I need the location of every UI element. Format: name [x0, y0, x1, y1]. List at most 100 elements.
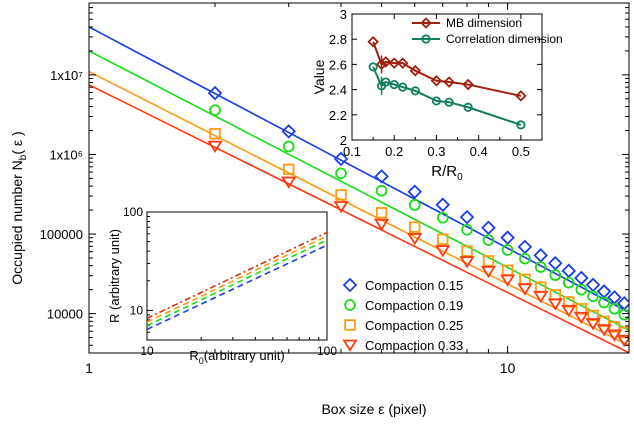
y-axis-label: Occupied number Nb( ε )	[9, 131, 29, 284]
data-point-s3-5	[409, 221, 421, 233]
main-plot-area	[89, 26, 629, 353]
legend-label-4: Compaction 0.33	[365, 338, 463, 353]
data-point-s4-14	[573, 311, 589, 325]
data-point-s2-16	[598, 296, 610, 309]
data-point-s2-14	[575, 283, 588, 296]
data-point-s1-8	[481, 220, 496, 236]
data-point-s1-7	[459, 209, 475, 225]
main-legend: Compaction 0.15 Compaction 0.19 Compaction…	[342, 277, 463, 353]
inset-tr-point-s2-4	[389, 79, 399, 90]
inset-tr-legend-label-2: Correlation dimension	[446, 32, 563, 46]
inset-tr-frame	[351, 13, 543, 141]
data-point-s1-3	[333, 151, 349, 167]
x-tick-label: 10	[500, 360, 516, 376]
data-point-s1-4	[374, 169, 389, 184]
data-point-s3-7	[461, 245, 473, 257]
x-axis-label: Box size ε (pixel)	[321, 401, 426, 417]
inset-tr-y-tick-label: 2.4	[329, 83, 347, 98]
inset-tr-point-s2-9	[463, 102, 473, 112]
legend-marker-3	[344, 319, 356, 331]
inset-bl-line-3	[147, 235, 327, 323]
inset-bl-x-tick-label: 10	[140, 344, 154, 358]
inset-tr-point-s2-6	[410, 86, 420, 96]
data-point-s3-1	[209, 128, 221, 140]
y-axis-label-tail: ( ε )	[9, 131, 25, 154]
data-point-s3-15	[587, 309, 599, 322]
data-point-s2-11	[534, 261, 547, 273]
data-point-s2-10	[519, 252, 531, 265]
data-point-s4-1	[207, 140, 223, 153]
inset-bl-y-axis-label: R (arbitrary unit)	[107, 229, 122, 323]
main-chart: 1 10 10000 100000 1x10⁶ 1x10⁷ Box size ε (pixe…	[9, 2, 630, 417]
inset-top-right-chart: 0.1 0.2 0.3 0.4 0.5 2 2.2 2.4 2.6 2.8 3 MB dimensio…	[311, 7, 563, 183]
inset-tr-point-s2-1	[368, 62, 378, 72]
inset-tr-x-tick-label: 0.5	[512, 144, 530, 159]
inset-tr-x-tick-label: 0.4	[470, 144, 488, 159]
inset-tr-legend-label-1: MB dimension	[446, 16, 522, 30]
inset-bottom-left-chart: 10 100 10 100 R0(arbitrary unit) R (arbitrary…	[107, 205, 337, 366]
y-axis-label-sub: b	[18, 154, 29, 160]
inset-tr-y-tick-label: 2.2	[329, 108, 347, 123]
inset-tr-legend-marker-1	[420, 17, 432, 29]
y-tick-label: 10000	[47, 307, 83, 322]
data-point-s1-14	[574, 270, 589, 286]
legend-label-1: Compaction 0.15	[365, 278, 463, 293]
data-point-s4-6	[435, 245, 451, 258]
data-point-s2-17	[608, 302, 621, 315]
inset-tr-y-tick-label: 2.6	[329, 57, 347, 72]
inset-tr-point-s2-8	[444, 97, 454, 107]
inset-tr-legend-marker-2	[421, 34, 431, 44]
inset-tr-x-tick-label: 0.2	[385, 144, 403, 159]
data-point-s3-2	[283, 163, 295, 176]
data-point-s1-10	[517, 239, 533, 255]
inset-tr-y-axis-label: Value	[311, 59, 327, 94]
data-point-s2-4	[375, 184, 388, 197]
fit-line-4	[89, 84, 629, 353]
inset-tr-x-tick-label: 0.3	[427, 144, 445, 159]
legend-marker-4	[342, 339, 358, 352]
legend-marker-1	[342, 277, 358, 293]
data-point-s1-12	[548, 255, 563, 271]
data-point-s1-9	[500, 230, 515, 245]
inset-tr-point-s1-8	[443, 76, 455, 88]
inset-tr-series-line-2	[372, 66, 522, 126]
y-axis-label-main: Occupied number N	[9, 160, 25, 285]
data-point-s4-7	[459, 256, 475, 269]
data-point-s2-15	[587, 290, 599, 303]
data-point-s2-2	[282, 140, 295, 153]
inset-tr-point-s1-5	[396, 57, 409, 69]
data-point-s1-6	[435, 197, 451, 213]
data-point-s4-9	[499, 274, 516, 287]
data-point-s4-5	[407, 233, 423, 246]
data-point-s1-15	[585, 277, 601, 293]
inset-tr-y-tick-label: 2	[340, 133, 347, 148]
inset-tr-point-s1-4	[388, 57, 400, 69]
data-point-s4-3	[333, 201, 349, 214]
inset-bl-plot-area	[147, 231, 327, 331]
inset-tr-y-tick-label: 3	[340, 7, 347, 22]
data-point-s2-7	[461, 223, 473, 236]
data-point-s2-5	[408, 199, 421, 211]
inset-tr-point-s2-7	[431, 96, 442, 106]
inset-tr-point-s1-10	[515, 90, 527, 102]
inset-tr-x-tick-label: 0.1	[343, 144, 361, 159]
data-point-s2-1	[209, 104, 221, 117]
inset-bl-line-1	[147, 244, 327, 331]
data-point-s3-4	[375, 207, 388, 219]
inset-bl-x-axis-label: R0(arbitrary unit)	[189, 348, 284, 366]
data-point-s4-15	[585, 318, 601, 331]
y-tick-label: 1x10⁶	[49, 147, 83, 162]
data-point-s2-18	[618, 308, 629, 321]
legend-label-2: Compaction 0.19	[365, 298, 463, 313]
inset-tr-point-s2-5	[398, 82, 408, 92]
data-point-s3-6	[437, 233, 449, 245]
x-tick-label: 1	[85, 360, 93, 376]
data-point-s2-12	[549, 269, 562, 281]
legend-marker-2	[344, 299, 356, 311]
data-point-s2-3	[335, 167, 347, 180]
data-point-s4-13	[561, 304, 577, 318]
data-point-s3-8	[482, 255, 495, 267]
inset-tr-point-s2-10	[516, 120, 526, 130]
inset-tr-point-s1-1	[367, 35, 379, 48]
